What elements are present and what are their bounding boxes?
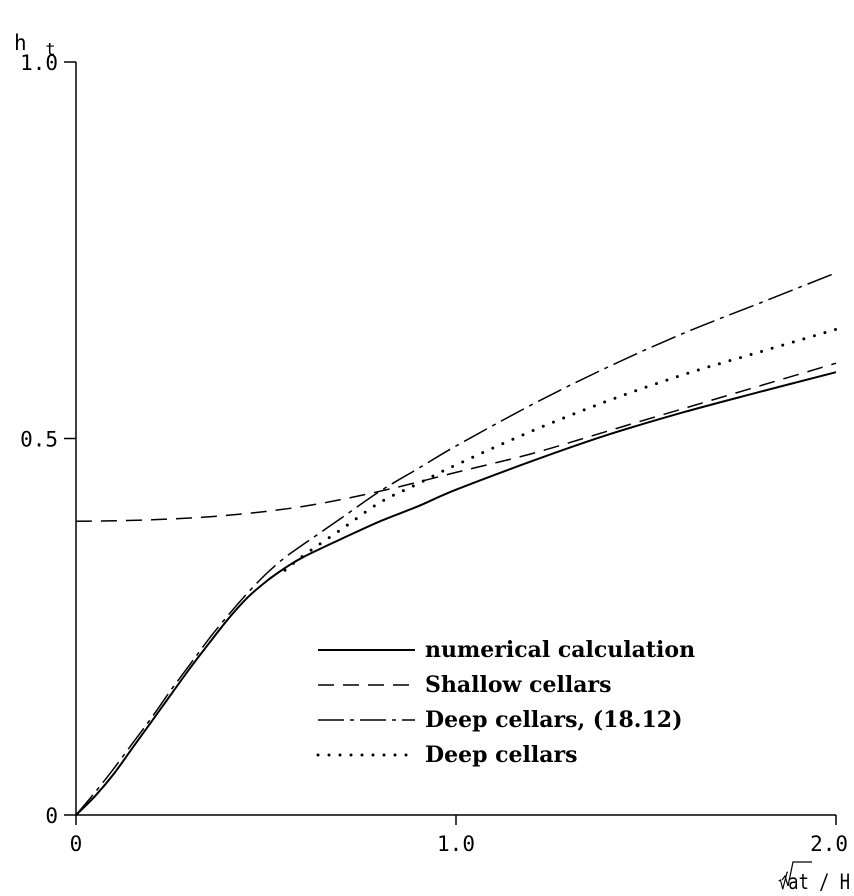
x-tick-label: 0 <box>70 832 83 856</box>
axes <box>75 62 836 816</box>
legend-entry-numerical: numerical calculation <box>318 637 695 663</box>
y-ticks: 0 0.5 1.0 <box>20 51 76 828</box>
legend-label-deep: Deep cellars <box>425 742 577 768</box>
legend-label-shallow: Shallow cellars <box>425 672 611 698</box>
legend: numerical calculation Shallow cellars De… <box>316 637 695 768</box>
y-axis-label: h t <box>14 31 56 60</box>
y-axis-label-subscript: t <box>45 40 55 60</box>
y-tick-label: 0 <box>45 804 58 828</box>
x-axis-label-group: √at / H <box>778 861 850 894</box>
legend-entry-deep: Deep cellars <box>316 742 577 768</box>
y-tick-label: 1.0 <box>20 51 58 75</box>
x-tick-label: 2.0 <box>810 832 848 856</box>
legend-label-numerical: numerical calculation <box>425 637 695 663</box>
legend-entry-shallow: Shallow cellars <box>318 672 611 698</box>
y-tick-label: 0.5 <box>20 428 58 452</box>
series-layer <box>75 272 838 816</box>
series-line-dotted <box>283 327 838 572</box>
legend-label-deep-1812: Deep cellars, (18.12) <box>425 707 682 733</box>
x-axis-label: √at / H <box>778 870 850 894</box>
series-line-dashed <box>75 362 837 523</box>
series-line-dashdot <box>75 272 837 816</box>
legend-entry-deep-1812: Deep cellars, (18.12) <box>318 707 682 733</box>
y-axis-label-main: h <box>14 31 27 55</box>
series-line-solid <box>75 371 837 816</box>
x-ticks: 0 1.0 2.0 <box>70 815 848 856</box>
radical-sign-overbar <box>781 861 812 887</box>
x-tick-label: 1.0 <box>437 832 475 856</box>
